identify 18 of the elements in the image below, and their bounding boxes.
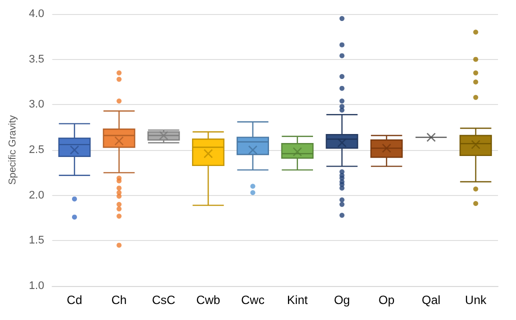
x-tick-label: Cd <box>66 293 82 307</box>
y-tick-label: 3.0 <box>28 98 44 111</box>
x-tick-label: Qal <box>422 293 440 307</box>
x-tick-label: Kint <box>287 293 308 307</box>
y-tick-label: 3.5 <box>28 53 44 66</box>
x-tick-label: CsC <box>152 293 176 307</box>
y-tick-label: 2.5 <box>28 144 44 156</box>
y-axis-title: Specific Gravity <box>8 115 18 185</box>
x-tick-label: Ch <box>111 293 127 307</box>
y-tick-label: 4.0 <box>28 8 44 20</box>
x-tick-label: Cwb <box>196 293 221 307</box>
x-tick-label: Og <box>334 293 350 307</box>
x-tick-label: Unk <box>465 293 488 307</box>
y-tick-label: 2.0 <box>28 189 44 202</box>
y-tick-label: 1.5 <box>28 234 44 247</box>
x-tick-label: Op <box>378 293 395 307</box>
x-tick-label: Cwc <box>241 293 264 307</box>
y-tick-label: 1.0 <box>28 280 44 292</box>
